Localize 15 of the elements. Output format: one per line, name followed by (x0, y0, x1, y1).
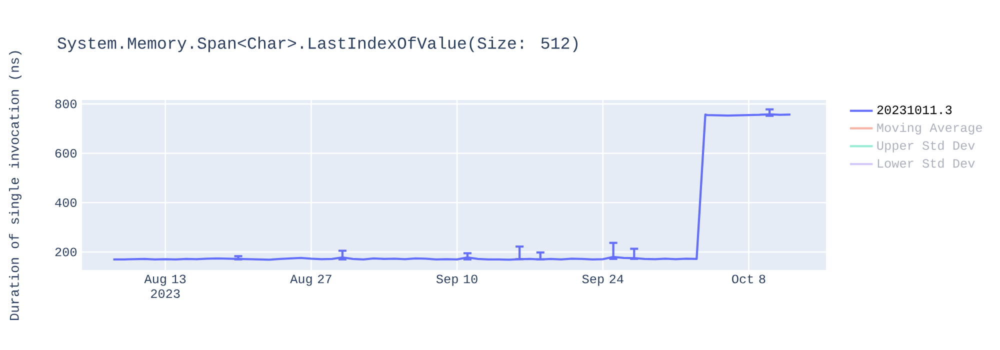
x-tick-label: Oct 8 (732, 274, 766, 284)
y-tick-label: 200 (55, 248, 76, 256)
legend-label: Upper Std Dev (877, 140, 975, 152)
y-tick-label: 400 (55, 198, 76, 207)
legend-label: Moving Average (877, 122, 982, 135)
x-tick-label: Sep 10 (436, 274, 478, 286)
y-tick-label: 600 (55, 148, 76, 158)
legend-label: 20231011.3 (877, 106, 952, 114)
chart-title: System.Memory.Span<Char>.LastIndexOfValue(Size: 512) (58, 36, 578, 52)
y-axis-title: Duration of single invocation (ns) (9, 51, 22, 320)
y-tick-label: 800 (55, 100, 76, 108)
x-tick-label: Aug 13 2023 (144, 274, 186, 298)
x-tick-label: Sep 24 (582, 274, 624, 286)
x-tick-label: Aug 27 (290, 274, 332, 286)
legend-label: Lower Std Dev (878, 158, 975, 168)
